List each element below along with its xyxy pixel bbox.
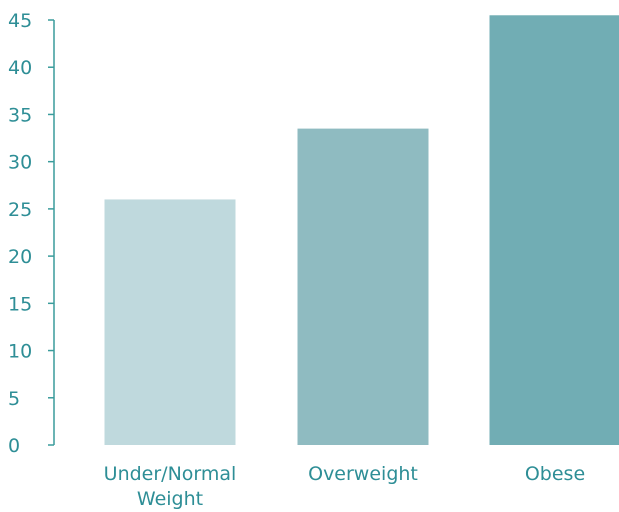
y-tick-label: 5 [8,388,20,410]
category-labels: Under/Normal Weight Overweight Obese [104,463,585,510]
bars [104,15,619,446]
bar-2 [297,128,429,445]
category-label: Under/Normal Weight [104,463,237,510]
y-tick-label: 25 [8,199,32,221]
y-tick-label: 20 [8,246,32,268]
category-label: Overweight [308,463,418,485]
y-tick-label: 30 [8,152,32,174]
bar-1 [104,199,236,445]
y-tick-label: 45 [8,10,32,32]
y-tick-label: 35 [8,104,32,126]
y-tick-label: 10 [8,341,32,363]
y-tick-label: 0 [8,435,20,457]
y-tick-label: 40 [8,57,32,79]
bar-3 [489,15,619,446]
y-tick-label: 15 [8,293,32,315]
y-axis: 0 5 10 15 20 25 30 35 40 45 [8,10,55,457]
category-label: Obese [525,463,585,485]
